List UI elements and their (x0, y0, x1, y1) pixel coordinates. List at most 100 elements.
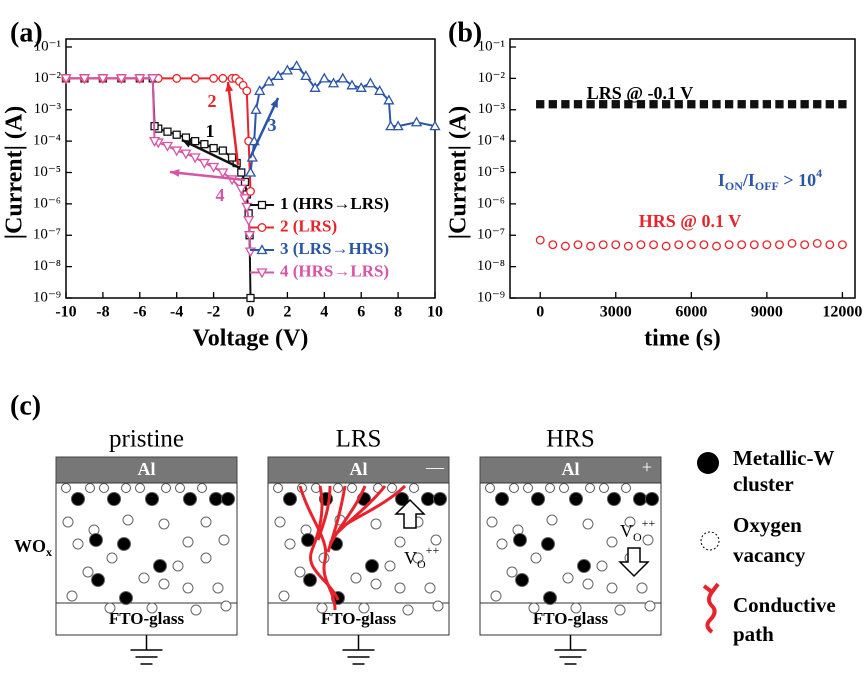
substrate-label: FTO-glass (533, 609, 609, 628)
marker (292, 61, 301, 69)
vacancy (403, 605, 413, 615)
marker (839, 101, 846, 108)
vacancy (524, 484, 533, 493)
legend-label: 4 (HRS→LRS) (280, 261, 389, 280)
w-cluster (578, 560, 591, 573)
vacancy (433, 601, 443, 611)
ion-arrow-down (620, 548, 648, 576)
vacancy (607, 583, 617, 593)
w-cluster (434, 493, 447, 506)
vacancy (388, 484, 397, 493)
polarity: — (425, 457, 445, 477)
marker (650, 241, 658, 249)
ion-main: V (404, 548, 417, 568)
w-cluster (92, 574, 105, 587)
y-tick-label: 10⁻⁷ (33, 227, 61, 243)
vacancy (63, 517, 73, 527)
series-line (66, 78, 251, 251)
w-cluster (108, 493, 121, 506)
marker (587, 242, 595, 250)
marker (726, 101, 733, 108)
vacancy (183, 583, 193, 593)
vacancy (173, 561, 183, 571)
vacancy (637, 583, 647, 593)
x-tick-label: 2 (283, 304, 291, 321)
x-tick-label: 10 (427, 304, 443, 321)
marker (173, 75, 181, 83)
vacancy (147, 603, 157, 613)
vacancy (546, 484, 555, 493)
y-tick-label: 10⁻¹ (34, 38, 61, 54)
ratio-part: > 10 (779, 170, 816, 190)
marker (637, 241, 645, 249)
vacancy (176, 484, 185, 493)
panel-label: (c) (10, 390, 41, 421)
vacancy (122, 484, 131, 493)
y-tick-label: 10⁻⁶ (477, 195, 505, 211)
w-cluster (532, 493, 545, 506)
annotation: 2 (208, 91, 217, 111)
panel-title: HRS (546, 426, 595, 453)
layer-sub: x (46, 545, 52, 559)
y-tick-label: 10⁻⁶ (33, 195, 61, 211)
vacancy (491, 591, 501, 601)
y-tick-label: 10⁻³ (478, 101, 506, 117)
ion-main: V (620, 521, 633, 541)
vacancy (529, 603, 539, 613)
panel-title: LRS (336, 426, 382, 453)
ratio-part: 4 (816, 166, 822, 180)
ratio-label: ION/IOFF > 104 (718, 166, 822, 193)
marker (751, 101, 758, 108)
vacancy (136, 484, 145, 493)
x-tick-label: 3000 (600, 304, 632, 321)
x-tick-label: 8 (394, 304, 402, 321)
ion-sup: ++ (426, 543, 440, 557)
y-tick-label: 10⁻⁸ (477, 258, 505, 274)
ratio-part: ON (725, 179, 743, 193)
w-cluster (422, 493, 435, 506)
vacancy (547, 515, 557, 525)
marker (274, 71, 283, 79)
legend-text: vacancy (733, 543, 806, 567)
marker (713, 242, 721, 250)
marker (219, 147, 226, 154)
figure: (a)10⁻⁹10⁻⁸10⁻⁷10⁻⁶10⁻⁵10⁻⁴10⁻³10⁻²10⁻¹-… (0, 0, 865, 676)
x-axis-label: time (s) (644, 326, 721, 352)
w-cluster (646, 493, 659, 506)
vacancy (105, 603, 115, 613)
marker (801, 101, 808, 108)
marker (173, 131, 180, 138)
marker (229, 154, 236, 161)
vacancy (607, 537, 617, 547)
x-tick-label: -4 (170, 304, 183, 321)
vacancy (162, 484, 171, 493)
marker (247, 295, 254, 302)
x-axis-label: Voltage (V) (193, 326, 309, 352)
marker (662, 242, 670, 250)
vacancy (139, 573, 149, 583)
annotation: LRS @ -0.1 V (587, 83, 693, 103)
y-tick-label: 10⁻⁵ (477, 164, 505, 180)
w-cluster (284, 493, 297, 506)
marker (562, 101, 569, 108)
y-tick-label: 10⁻⁵ (33, 164, 61, 180)
vacancy (351, 573, 361, 583)
w-cluster (72, 493, 85, 506)
marker (750, 241, 758, 249)
y-tick-label: 10⁻⁸ (33, 258, 61, 274)
vacancy (371, 519, 381, 529)
vacancy (531, 553, 541, 563)
vacancy (597, 561, 607, 571)
marker (549, 241, 557, 249)
ratio-part: OFF (755, 179, 779, 193)
marker (725, 241, 733, 249)
vacancy (385, 561, 395, 571)
marker (191, 75, 199, 83)
vacancy (62, 484, 71, 493)
vacancy (583, 579, 593, 589)
layer-main: WO (14, 536, 46, 556)
marker (675, 241, 683, 249)
ion-label: VO++ (404, 543, 439, 571)
marker (209, 163, 218, 171)
marker (320, 74, 329, 82)
